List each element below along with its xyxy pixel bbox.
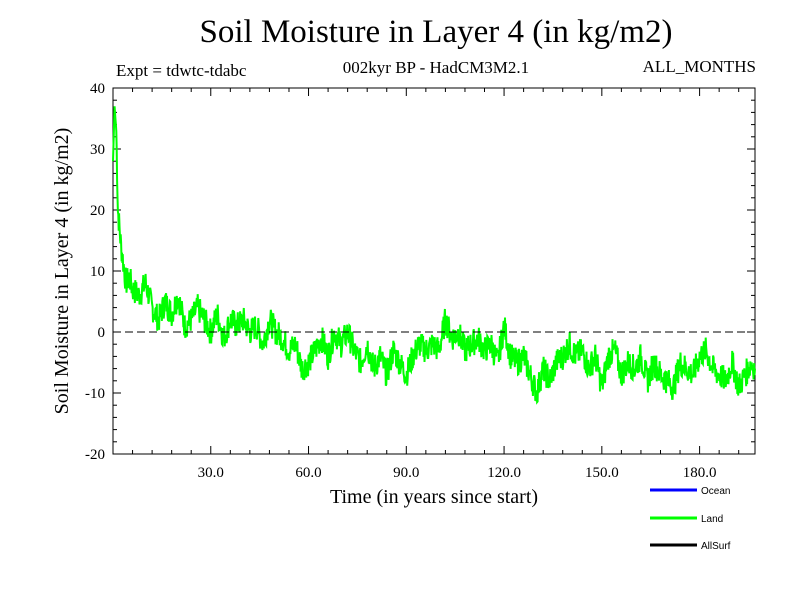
x-axis-title: Time (in years since start) (330, 486, 538, 508)
x-tick-label: 180.0 (683, 465, 717, 481)
y-tick-label: 40 (90, 81, 105, 97)
x-tick-label: 120.0 (487, 465, 521, 481)
x-tick-label: 30.0 (198, 465, 224, 481)
land-series-line (112, 106, 756, 405)
y-tick-label: 20 (90, 203, 105, 219)
y-tick-label: -10 (85, 386, 105, 402)
experiment-label: Expt = tdwtc-tdabc (116, 61, 247, 80)
x-tick-label: 150.0 (585, 465, 619, 481)
x-tick-label: 90.0 (393, 465, 419, 481)
y-tick-label: 0 (98, 325, 106, 341)
legend-label-land: Land (701, 514, 723, 525)
y-axis-title: Soil Moisture in Layer 4 (in kg/m2) (51, 128, 73, 415)
plot-frame (112, 87, 756, 455)
legend-label-ocean: Ocean (701, 486, 730, 497)
y-tick-label: 10 (90, 264, 105, 280)
chart-subtitle: 002kyr BP - HadCM3M2.1 (342, 58, 530, 77)
x-tick-label: 60.0 (295, 465, 321, 481)
legend-label-allsurf: AllSurf (701, 541, 731, 552)
y-tick-label: 30 (90, 142, 105, 158)
period-label: ALL_MONTHS (642, 57, 756, 76)
chart-title: Soil Moisture in Layer 4 (in kg/m2) (199, 14, 673, 50)
y-tick-label: -20 (85, 447, 105, 463)
